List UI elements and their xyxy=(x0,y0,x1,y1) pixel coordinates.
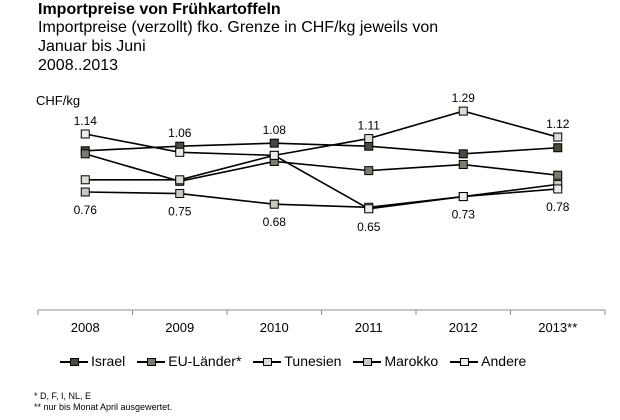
data-point-marker xyxy=(458,106,468,116)
data-point-marker xyxy=(175,189,185,199)
data-point-marker xyxy=(175,175,185,185)
data-point-marker xyxy=(364,204,374,214)
footnote-2013: ** nur bis Monat April ausgewertet. xyxy=(34,402,173,412)
legend-item: Marokko xyxy=(353,353,438,369)
data-point-marker xyxy=(458,149,468,159)
legend-label: Marokko xyxy=(384,353,439,369)
legend-line-marker-icon xyxy=(450,355,479,367)
series-line-tunesien xyxy=(85,110,558,181)
legend-line-marker-icon xyxy=(60,355,88,367)
legend-line-marker-icon xyxy=(353,355,382,367)
data-point-marker xyxy=(80,187,90,197)
data-label: 0.75 xyxy=(168,205,192,219)
line-chart: 2008 2009 2010 2011 2012 2013** 1.14 0.76 1.06 0.… xyxy=(37,91,606,335)
data-point-marker xyxy=(269,199,279,209)
legend-label: Tunesien xyxy=(284,353,342,369)
data-point-marker xyxy=(364,166,374,176)
legend-label: EU-Länder* xyxy=(168,353,242,369)
legend-item: EU-Länder* xyxy=(137,353,241,369)
data-point-marker xyxy=(175,147,185,157)
data-point-marker xyxy=(458,160,468,170)
data-label: 1.08 xyxy=(263,123,287,137)
x-tick-label: 2012 xyxy=(449,320,478,335)
series-line-marokko xyxy=(85,183,558,209)
data-label: 1.12 xyxy=(546,117,570,131)
data-label: 1.06 xyxy=(168,126,192,140)
data-point-marker xyxy=(80,149,90,159)
legend-label: Andere xyxy=(481,353,527,369)
legend-line-marker-icon xyxy=(137,355,166,367)
data-label: 0.73 xyxy=(452,208,476,222)
chart-subtitle-period: Januar bis Juni xyxy=(38,38,146,55)
y-axis-unit-label: CHF/kg xyxy=(36,93,81,108)
x-tick-label: 2010 xyxy=(260,320,289,335)
series-line-eulnder xyxy=(85,153,558,183)
chart-subtitle: Importpreise (verzollt) fko. Grenze in C… xyxy=(38,19,439,36)
series-line-andere xyxy=(85,133,558,210)
data-point-marker xyxy=(269,138,279,148)
legend-item: Israel xyxy=(60,353,125,369)
data-point-marker xyxy=(80,175,90,185)
data-point-marker xyxy=(458,192,468,202)
data-point-marker xyxy=(80,129,90,139)
x-tick-label: 2013** xyxy=(538,320,577,335)
data-point-marker xyxy=(364,141,374,151)
footnotes: * D, F, I, NL, E ** nur bis Monat April … xyxy=(34,391,172,413)
data-point-marker xyxy=(553,184,563,194)
data-point-marker xyxy=(553,170,563,180)
data-label: 0.68 xyxy=(263,215,287,229)
legend-item: Andere xyxy=(450,353,526,369)
footnote-eu-countries: * D, F, I, NL, E xyxy=(34,391,92,401)
legend-line-marker-icon xyxy=(253,355,282,367)
chart-subtitle-years: 2008..2013 xyxy=(38,57,119,74)
x-tick-label: 2008 xyxy=(71,320,100,335)
series-line-israel xyxy=(85,142,558,155)
data-label: 1.29 xyxy=(452,91,476,105)
data-label: 1.14 xyxy=(74,114,98,128)
chart-legend: Israel EU-Länder* Tunesien Marokko Andere xyxy=(60,352,620,370)
data-point-marker xyxy=(553,143,563,153)
legend-item: Tunesien xyxy=(253,353,341,369)
data-label: 0.76 xyxy=(74,203,98,217)
data-point-marker xyxy=(269,150,279,160)
data-label: 0.65 xyxy=(357,220,381,234)
data-point-marker xyxy=(553,132,563,142)
data-label: 1.11 xyxy=(358,119,381,133)
x-tick-label: 2009 xyxy=(165,320,194,335)
legend-label: Israel xyxy=(91,353,126,369)
chart-title: Importpreise von Frühkartoffeln xyxy=(38,1,281,18)
data-label: 0.78 xyxy=(546,200,570,214)
x-tick-label: 2011 xyxy=(355,320,383,335)
data-point-marker xyxy=(364,134,374,144)
